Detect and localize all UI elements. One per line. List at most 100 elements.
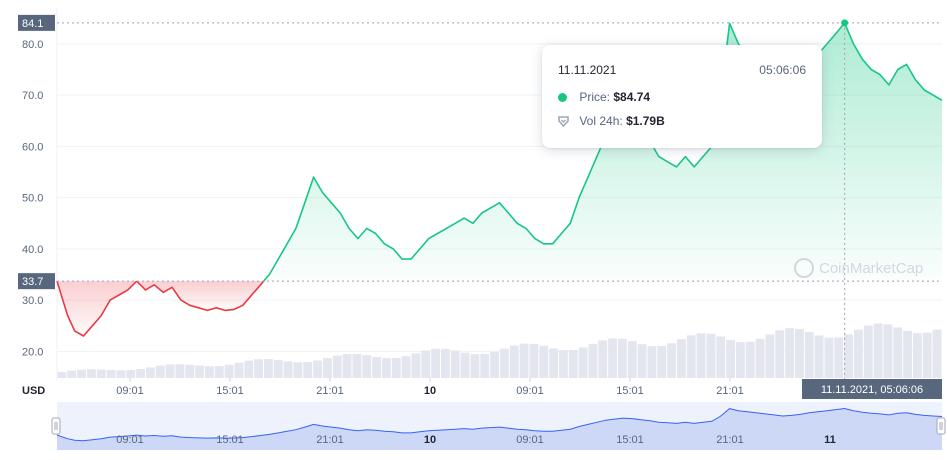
volume-bar xyxy=(254,359,263,378)
tooltip-time: 05:06:06 xyxy=(759,63,806,77)
volume-bar xyxy=(106,369,116,378)
volume-bar xyxy=(480,353,490,378)
tooltip-volume-label: Vol 24h: xyxy=(579,114,623,128)
high-price-badge xyxy=(18,14,55,31)
volume-bar xyxy=(726,339,735,378)
volume-bar xyxy=(627,341,637,378)
volume-bar xyxy=(509,345,519,378)
watermark-text: CoinMarketCap xyxy=(819,259,924,277)
volume-bar xyxy=(332,355,342,378)
navigator-tick-label: 21:01 xyxy=(316,434,344,446)
price-dot-icon xyxy=(558,93,567,102)
navigator-tick-label: 15:01 xyxy=(216,434,244,446)
volume-bar xyxy=(667,343,676,378)
volume-bar xyxy=(795,328,804,378)
volume-bar xyxy=(264,359,273,378)
y-tick-label: 40.0 xyxy=(22,244,43,256)
navigator-handle-right[interactable] xyxy=(936,417,946,435)
volume-bar xyxy=(323,358,332,378)
volume-bar xyxy=(234,362,244,378)
volume-bar xyxy=(598,340,608,378)
volume-bar xyxy=(57,372,67,378)
volume-bar xyxy=(500,348,509,378)
volume-bar xyxy=(67,370,77,378)
volume-bar xyxy=(922,332,932,378)
volume-bar xyxy=(637,344,647,378)
volume-bar xyxy=(205,366,214,378)
volume-bar xyxy=(568,349,578,378)
volume-bar xyxy=(657,345,667,378)
tooltip-volume-value: $1.79B xyxy=(626,114,665,128)
volume-bar xyxy=(490,351,499,378)
tooltip-price-label: Price: xyxy=(579,90,611,104)
volume-bar xyxy=(883,324,893,378)
volume-bar xyxy=(391,357,401,378)
volume-bar xyxy=(441,348,450,378)
price-line-down xyxy=(136,280,265,312)
x-tick-label: 21:01 xyxy=(316,385,344,397)
x-tick-label: 21:01 xyxy=(716,385,744,397)
navigator-tick-label: 10 xyxy=(424,434,436,446)
x-tick-label: 15:01 xyxy=(616,385,644,397)
volume-bar xyxy=(224,364,234,378)
navigator-tick-label: 15:01 xyxy=(616,434,644,446)
tooltip-volume-row: Vol 24h: $1.79B xyxy=(558,114,665,130)
volume-bar xyxy=(539,345,549,378)
volume-bar xyxy=(578,347,588,378)
volume-bar xyxy=(293,362,303,378)
navigator-tick-label: 11 xyxy=(824,434,836,446)
tooltip-date: 11.11.2021 xyxy=(558,63,617,77)
x-tick-label: 10 xyxy=(424,385,436,397)
volume-bar xyxy=(155,365,165,378)
volume-bar xyxy=(647,346,657,378)
volume-bar xyxy=(736,342,745,378)
y-tick-label: 30.0 xyxy=(22,295,43,307)
x-tick-label: 09:01 xyxy=(116,385,144,397)
volume-bar xyxy=(146,367,155,378)
y-tick-label: 60.0 xyxy=(22,141,43,153)
volume-bar xyxy=(745,341,755,378)
volume-bar xyxy=(431,348,440,378)
volume-bar xyxy=(87,369,96,378)
volume-bar xyxy=(283,361,293,378)
volume-bar xyxy=(470,354,480,378)
volume-bar xyxy=(913,333,922,378)
volume-bar xyxy=(863,325,873,378)
crosshair-date-label: 11.11.2021, 05:06:06 xyxy=(821,384,923,396)
volume-bar xyxy=(529,343,539,378)
crosshair-date-badge xyxy=(802,379,942,399)
navigator-tick-label: 09:01 xyxy=(516,434,544,446)
volume-bar xyxy=(932,329,942,378)
volume-bar xyxy=(313,360,322,378)
volume-bar xyxy=(893,327,903,378)
volume-bar xyxy=(450,350,460,378)
volume-bar xyxy=(273,359,283,378)
price-line-down xyxy=(56,280,138,337)
volume-bar xyxy=(608,338,617,378)
volume-bar xyxy=(814,335,824,378)
hover-point xyxy=(841,19,849,27)
volume-bar xyxy=(854,329,863,378)
volume-bar xyxy=(362,355,372,378)
y-tick-label: 70.0 xyxy=(22,90,43,102)
volume-bar xyxy=(96,369,106,378)
volume-bar xyxy=(549,348,558,378)
y-tick-label: 80.0 xyxy=(22,39,43,51)
volume-bar xyxy=(372,356,381,378)
volume-bar xyxy=(342,354,352,378)
price-area-down xyxy=(57,281,137,336)
high-price-badge-label: 84.1 xyxy=(22,18,43,30)
volume-bar xyxy=(382,358,391,378)
volume-bar xyxy=(460,352,470,378)
volume-bar xyxy=(136,369,145,378)
volume-bar xyxy=(411,353,421,378)
navigator-handle-left[interactable] xyxy=(51,417,61,435)
y-tick-label: 20.0 xyxy=(22,346,43,358)
volume-bar xyxy=(903,330,912,378)
x-tick-label: 15:01 xyxy=(216,385,244,397)
volume-bar xyxy=(824,337,834,378)
volume-bar xyxy=(618,338,627,378)
volume-bar xyxy=(244,360,254,378)
volume-bar xyxy=(677,339,686,378)
volume-bar xyxy=(765,334,775,378)
